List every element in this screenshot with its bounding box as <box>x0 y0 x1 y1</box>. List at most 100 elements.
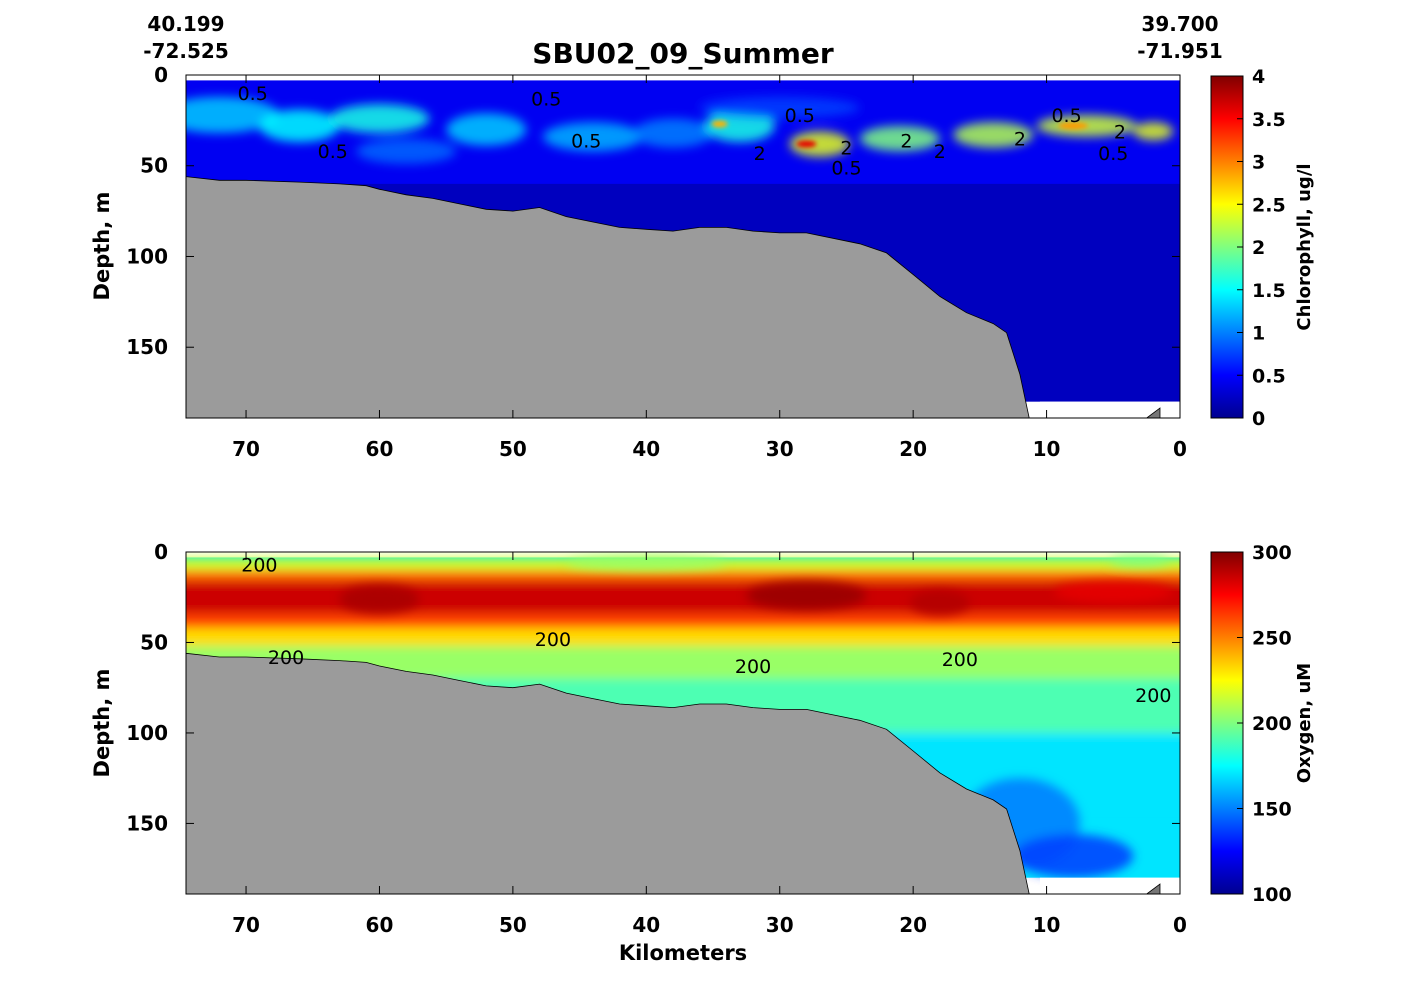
chl-contour-label: 0.5 <box>1051 105 1081 127</box>
chl-x-ticks: 70 60 50 40 30 20 10 0 <box>232 75 1187 461</box>
oxy-contour-label: 200 <box>241 555 277 577</box>
chl-contour-label: 0.5 <box>318 141 348 163</box>
panel-chlorophyll: 0.5 0.50.50.50.50.50.50.52 2 2 22 2 70 60 50 40 3… <box>90 63 1315 461</box>
chl-y-tick-label: 150 <box>126 335 168 359</box>
oxy-y-tick-label: 150 <box>126 811 168 835</box>
oxy-x-tick-label: 70 <box>232 913 260 937</box>
chl-field-blob <box>356 138 457 164</box>
chl-field-peak <box>1058 122 1089 130</box>
chl-field-blob <box>859 125 940 152</box>
chl-field-blob <box>259 109 340 143</box>
x-axis-label: Kilometers <box>619 941 747 965</box>
oxy-contour-label: 200 <box>268 647 304 669</box>
chl-field-blob <box>789 131 850 157</box>
oxy-colorbar-ticks: 100 150 200 250 300 <box>1237 542 1292 906</box>
chl-contour-label: 2 <box>900 130 912 152</box>
chl-axes-frame <box>185 74 1181 419</box>
chl-contour-label: 0.5 <box>571 130 601 152</box>
oxy-contour-labels: 200 200 200 200 200 200 <box>241 555 1171 707</box>
oxy-x-tick-label: 10 <box>1033 913 1061 937</box>
chl-cb-tick-label: 2 <box>1252 237 1265 259</box>
chl-contour-label: 0.5 <box>785 105 815 127</box>
chl-field-peaks <box>711 120 1089 148</box>
oxy-x-tick-label: 20 <box>899 913 927 937</box>
oxy-contour-label: 200 <box>735 656 771 678</box>
chl-cb-tick-label: 0.5 <box>1252 365 1286 387</box>
oxy-contour-label: 200 <box>1135 685 1171 707</box>
oxy-field-blob <box>1053 580 1174 603</box>
oxy-field-blob <box>566 555 727 571</box>
chl-x-tick-label: 10 <box>1033 437 1061 461</box>
chl-cb-tick-label: 3 <box>1252 152 1265 174</box>
oxy-contour-label: 200 <box>942 649 978 671</box>
chl-x-tick-label: 0 <box>1173 437 1187 461</box>
chl-field-blob <box>446 113 527 146</box>
chl-cb-tick-label: 3.5 <box>1252 109 1286 131</box>
oxy-y-tick-label: 100 <box>126 721 168 745</box>
oxy-axes-frame <box>185 551 1181 895</box>
chart-title: SBU02_09_Summer <box>532 37 834 70</box>
oxy-cb-tick-label: 150 <box>1252 799 1292 821</box>
oxy-cb-tick-label: 250 <box>1252 628 1292 650</box>
chl-seafloor <box>185 176 1030 419</box>
oxy-x-tick-label: 40 <box>632 913 660 937</box>
chl-field-blob <box>632 118 713 148</box>
chl-contour-label: 2 <box>934 141 946 163</box>
chl-contour-label: 0.5 <box>238 83 268 105</box>
oxy-y-tick-label: 0 <box>154 540 168 564</box>
oxy-x-ticks: 70 60 50 40 30 20 10 0 <box>232 552 1187 937</box>
chl-x-tick-label: 30 <box>766 437 794 461</box>
chl-y-tick-label: 100 <box>126 244 168 268</box>
chl-contour-label: 0.5 <box>831 158 861 180</box>
chl-field-peak <box>796 140 817 148</box>
oxy-y-ticks: 0 50 100 150 <box>126 540 1180 835</box>
oxy-x-tick-label: 30 <box>766 913 794 937</box>
chl-cb-tick-label: 2.5 <box>1252 194 1286 216</box>
oxy-cb-tick-label: 200 <box>1252 713 1292 735</box>
chl-colorbar-ticks: 0 0.5 1 1.5 2 2.5 3 3.5 4 <box>1237 66 1286 430</box>
chl-nodata-bottom <box>1039 401 1180 418</box>
chl-x-tick-label: 20 <box>899 437 927 461</box>
chl-contour-label: 2 <box>754 143 766 165</box>
chl-y-tick-label: 50 <box>140 154 168 178</box>
chl-field-blob <box>542 122 643 152</box>
start-lon-label: -72.525 <box>143 39 228 63</box>
chl-field-blob <box>186 96 280 134</box>
oxy-field-layer <box>186 613 1180 628</box>
oxy-cb-tick-label: 100 <box>1252 884 1292 906</box>
oxy-x-tick-label: 60 <box>366 913 394 937</box>
chl-y-tick-label: 0 <box>154 63 168 87</box>
chl-contour-label: 0.5 <box>1098 143 1128 165</box>
oxy-colorbar-label: Oxygen, uM <box>1294 663 1315 783</box>
chl-field-peak <box>711 120 728 128</box>
chl-contour-labels: 0.5 0.50.50.50.50.50.50.52 2 2 22 2 <box>238 83 1129 179</box>
chl-contour-label: 2 <box>840 138 852 160</box>
chl-cb-tick-label: 0 <box>1252 408 1265 430</box>
start-lat-label: 40.199 <box>147 12 224 36</box>
chl-x-tick-label: 50 <box>499 437 527 461</box>
end-lon-label: -71.951 <box>1137 39 1222 63</box>
chl-y-ticks: 0 50 100 150 <box>126 63 1180 359</box>
chl-field-blob <box>699 96 860 119</box>
oxy-x-tick-label: 0 <box>1173 913 1187 937</box>
chl-cb-tick-label: 1 <box>1252 323 1265 345</box>
chl-contour-label: 2 <box>1014 129 1026 151</box>
chl-y-axis-label: Depth, m <box>90 192 114 301</box>
chl-bathymetry <box>185 176 1180 419</box>
chl-x-tick-label: 60 <box>366 437 394 461</box>
oxy-field-blob <box>746 580 867 610</box>
oxy-y-tick-label: 50 <box>140 630 168 654</box>
chl-contour-label: 2 <box>1114 121 1126 143</box>
oxy-field-blob <box>1013 834 1134 878</box>
oxy-nodata-bottom <box>1039 877 1180 894</box>
chl-field-blob <box>1133 122 1174 141</box>
oxy-contour-label: 200 <box>535 629 571 651</box>
oxy-field-layer <box>186 628 1180 647</box>
oxy-y-axis-label: Depth, m <box>90 669 114 778</box>
end-lat-label: 39.700 <box>1141 12 1218 36</box>
oxy-x-tick-label: 50 <box>499 913 527 937</box>
oxy-cb-tick-label: 300 <box>1252 542 1292 564</box>
oxy-seafloor <box>185 652 1030 895</box>
